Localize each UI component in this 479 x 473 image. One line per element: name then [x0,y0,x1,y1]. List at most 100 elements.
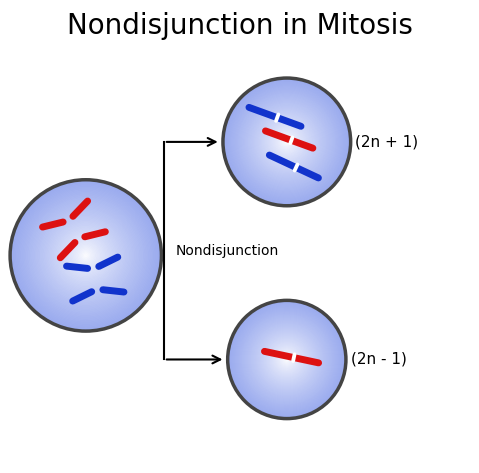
Circle shape [32,201,140,310]
Circle shape [44,214,127,297]
Text: (2n - 1): (2n - 1) [351,352,407,367]
Circle shape [284,357,290,362]
Circle shape [285,140,289,144]
Circle shape [245,318,328,401]
Circle shape [250,105,324,179]
Circle shape [261,334,312,385]
Circle shape [249,104,325,180]
Circle shape [275,130,298,154]
Circle shape [235,90,339,194]
Circle shape [70,240,101,271]
Circle shape [16,186,155,325]
Circle shape [254,109,320,175]
Circle shape [226,81,347,202]
Circle shape [239,94,335,190]
Circle shape [84,254,87,257]
Circle shape [251,324,322,395]
Circle shape [257,112,317,172]
Circle shape [276,131,297,152]
Circle shape [265,121,308,163]
Circle shape [277,350,297,369]
Circle shape [49,219,122,292]
Circle shape [59,229,112,282]
Circle shape [232,88,341,196]
Circle shape [223,78,351,206]
Circle shape [237,92,337,192]
Circle shape [28,197,144,314]
Circle shape [253,326,320,393]
Circle shape [20,190,151,321]
Circle shape [23,193,149,318]
Text: (2n + 1): (2n + 1) [355,134,419,149]
Circle shape [224,79,350,205]
Circle shape [29,199,143,312]
Circle shape [74,244,97,267]
Circle shape [225,80,349,203]
Circle shape [240,95,334,189]
Circle shape [11,181,160,330]
Circle shape [39,209,133,302]
Circle shape [82,252,90,259]
Circle shape [264,120,309,164]
Circle shape [57,227,115,284]
Circle shape [232,304,342,415]
Circle shape [258,113,316,171]
Circle shape [281,354,293,365]
Circle shape [251,107,322,177]
Circle shape [256,329,318,390]
Circle shape [69,239,102,272]
Circle shape [60,230,111,280]
Circle shape [81,250,91,261]
Circle shape [260,115,313,168]
Circle shape [279,134,294,149]
Circle shape [53,223,119,288]
Circle shape [83,253,88,258]
Circle shape [73,243,98,268]
Circle shape [236,91,338,193]
Circle shape [259,114,315,170]
Circle shape [80,249,92,262]
Circle shape [269,342,305,377]
Circle shape [262,117,311,166]
Circle shape [267,122,307,162]
Circle shape [234,307,340,412]
Circle shape [277,132,297,151]
Circle shape [50,220,121,291]
Circle shape [257,330,316,389]
Circle shape [265,338,308,381]
Circle shape [243,98,331,185]
Circle shape [230,303,343,416]
Text: Nondisjunction: Nondisjunction [176,244,279,258]
Circle shape [253,108,321,176]
Circle shape [272,127,302,157]
Circle shape [12,182,159,329]
Text: Nondisjunction in Mitosis: Nondisjunction in Mitosis [67,12,412,40]
Circle shape [36,206,135,305]
Circle shape [239,311,335,408]
Circle shape [255,110,319,174]
Circle shape [243,316,330,403]
Circle shape [246,102,327,183]
Circle shape [238,310,336,409]
Circle shape [46,215,126,296]
Circle shape [231,87,342,197]
Circle shape [229,302,344,417]
Circle shape [46,216,125,295]
Circle shape [255,328,319,391]
Circle shape [240,312,334,407]
Circle shape [242,315,331,404]
Circle shape [285,358,289,361]
Circle shape [247,320,326,399]
Circle shape [258,331,315,388]
Circle shape [273,346,301,373]
Circle shape [77,246,95,264]
Circle shape [62,231,110,280]
Circle shape [254,327,319,392]
Circle shape [24,193,148,317]
Circle shape [228,300,346,419]
Circle shape [274,347,299,372]
Circle shape [237,309,337,410]
Circle shape [54,224,117,287]
Circle shape [78,248,93,263]
Circle shape [234,89,340,195]
